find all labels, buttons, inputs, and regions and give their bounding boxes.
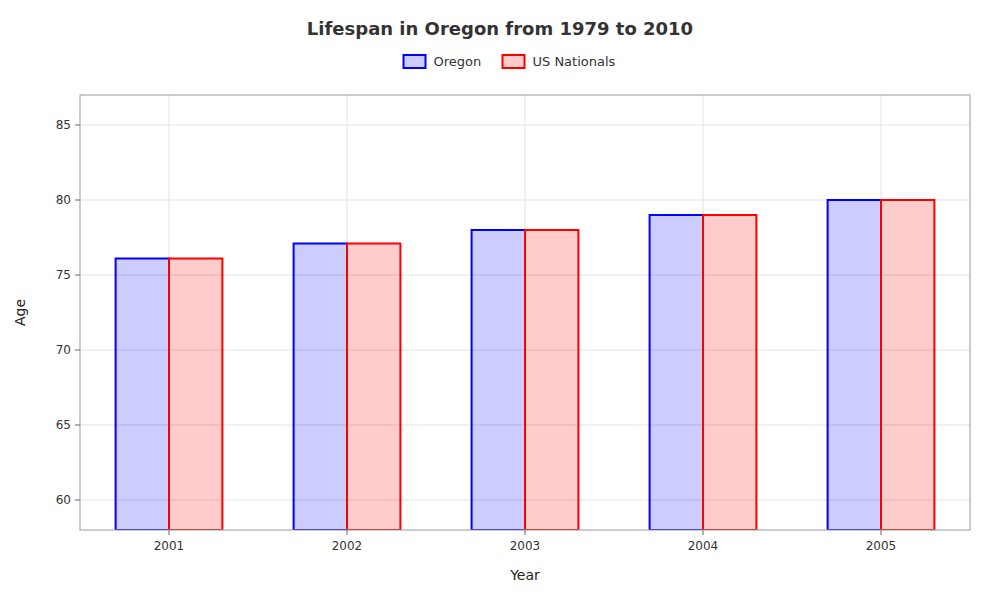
x-tick-label: 2003 <box>510 539 541 553</box>
y-tick-label: 85 <box>56 118 71 132</box>
legend-swatch <box>503 55 525 68</box>
y-tick <box>75 350 80 351</box>
x-tick-label: 2001 <box>154 539 185 553</box>
bar <box>294 244 347 531</box>
plot-frame <box>80 95 970 530</box>
y-tick <box>75 500 80 501</box>
x-tick <box>347 530 348 535</box>
bar <box>472 230 525 530</box>
y-tick <box>75 425 80 426</box>
chart: 60 65 70 75 80 85 2001 2002 2003 2004 2005 Year Age L… <box>0 0 1000 600</box>
legend-swatch <box>404 55 426 68</box>
y-tick <box>75 275 80 276</box>
chart-container: 60 65 70 75 80 85 2001 2002 2003 2004 2005 Year Age L… <box>0 0 1000 600</box>
x-tick <box>881 530 882 535</box>
y-tick <box>75 125 80 126</box>
x-tick <box>525 530 526 535</box>
legend-label: Oregon <box>434 54 482 69</box>
y-tick-label: 80 <box>56 193 71 207</box>
x-tick-label: 2004 <box>688 539 719 553</box>
bar <box>703 215 756 530</box>
bar <box>116 259 169 531</box>
x-tick-label: 2002 <box>332 539 363 553</box>
bar <box>650 215 703 530</box>
bar <box>828 200 881 530</box>
legend-label: US Nationals <box>533 54 616 69</box>
x-tick-label: 2005 <box>866 539 897 553</box>
y-tick <box>75 200 80 201</box>
title: Lifespan in Oregon from 1979 to 2010 <box>307 18 693 39</box>
legend: Oregon US Nationals <box>404 54 616 69</box>
bar <box>525 230 578 530</box>
bar <box>881 200 934 530</box>
bar <box>347 244 400 531</box>
y-tick-label: 65 <box>56 418 71 432</box>
y-axis-label: Age <box>12 299 28 326</box>
y-tick-label: 75 <box>56 268 71 282</box>
x-tick <box>703 530 704 535</box>
bars <box>116 200 935 530</box>
bar <box>169 259 222 531</box>
x-axis-label: Year <box>509 567 540 583</box>
x-tick <box>169 530 170 535</box>
y-tick-label: 70 <box>56 343 71 357</box>
grid <box>80 95 970 530</box>
axes: 60 65 70 75 80 85 2001 2002 2003 2004 2005 <box>56 118 897 553</box>
y-tick-label: 60 <box>56 493 71 507</box>
